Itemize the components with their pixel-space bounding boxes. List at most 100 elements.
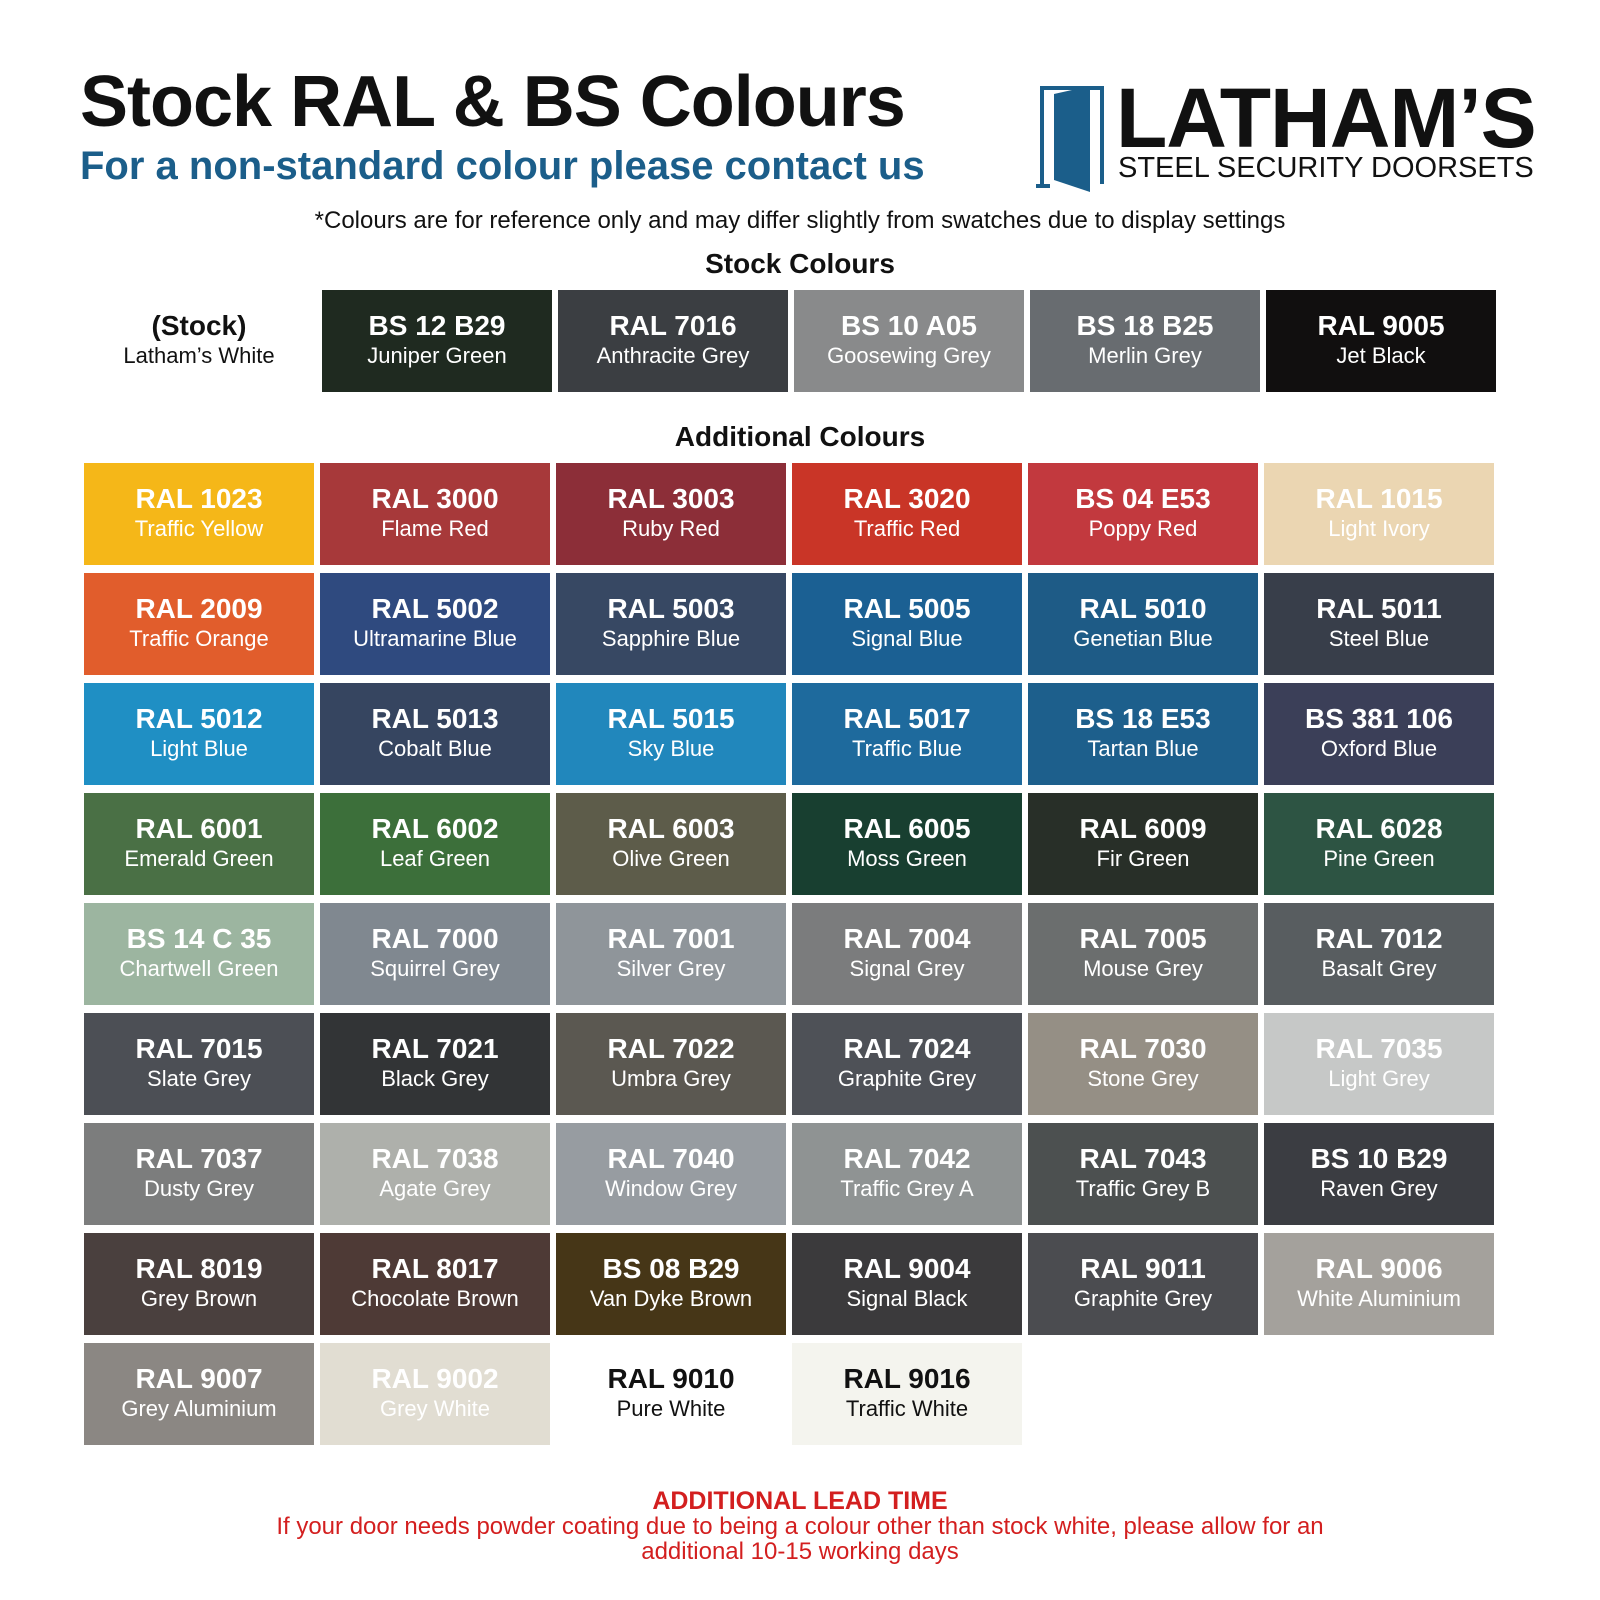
logo-tagline: STEEL SECURITY DOORSETS [1118, 152, 1534, 184]
colour-swatch: RAL 7043 Traffic Grey B [1028, 1123, 1258, 1225]
swatch-name: Raven Grey [1320, 1176, 1438, 1202]
colour-swatch: RAL 8017 Chocolate Brown [320, 1233, 550, 1335]
colour-swatch: RAL 6002 Leaf Green [320, 793, 550, 895]
swatch-code: RAL 7040 [607, 1143, 735, 1175]
swatch-code: RAL 6028 [1315, 813, 1443, 845]
swatch-name: Umbra Grey [611, 1066, 731, 1092]
swatch-code: RAL 9002 [371, 1363, 499, 1395]
swatch-name: Latham’s White [123, 343, 275, 369]
colour-swatch: RAL 5011 Steel Blue [1264, 573, 1494, 675]
swatch-code: RAL 3020 [843, 483, 971, 515]
swatch-code: RAL 8017 [371, 1253, 499, 1285]
logo-name: LATHAM’S [1116, 71, 1537, 165]
swatch-name: Steel Blue [1328, 626, 1430, 652]
swatch-code: RAL 7012 [1315, 923, 1443, 955]
colour-swatch: RAL 9002 Grey White [320, 1343, 550, 1445]
additional-colours-heading: Additional Colours [674, 421, 926, 452]
swatch-name: Fir Green [1096, 846, 1190, 872]
colour-swatch: RAL 1023 Traffic Yellow [84, 463, 314, 565]
swatch-name: Slate Grey [147, 1066, 251, 1092]
swatch-name: Dusty Grey [143, 1176, 255, 1202]
colour-swatch: RAL 6028 Pine Green [1264, 793, 1494, 895]
swatch-code: RAL 9005 [1317, 310, 1445, 342]
colour-swatch: RAL 7015 Slate Grey [84, 1013, 314, 1115]
swatch-code: RAL 7015 [135, 1033, 263, 1065]
swatch-name: Anthracite Grey [596, 343, 750, 369]
colour-swatch: RAL 5012 Light Blue [84, 683, 314, 785]
swatch-name: Pine Green [1323, 846, 1435, 872]
colour-swatch: RAL 5017 Traffic Blue [792, 683, 1022, 785]
swatch-code: BS 18 E53 [1075, 703, 1211, 735]
page-subtitle: For a non-standard colour please contact… [80, 144, 925, 188]
colour-swatch: RAL 5005 Signal Blue [792, 573, 1022, 675]
colour-swatch: RAL 9006 White Aluminium [1264, 1233, 1494, 1335]
colour-swatch: BS 04 E53 Poppy Red [1028, 463, 1258, 565]
swatch-name: Ultramarine Blue [353, 626, 517, 652]
swatch-name: Stone Grey [1087, 1066, 1199, 1092]
swatch-code: RAL 8019 [135, 1253, 263, 1285]
swatch-name: Genetian Blue [1073, 626, 1213, 652]
swatch-code: RAL 7004 [843, 923, 971, 955]
swatch-code: RAL 6003 [607, 813, 735, 845]
swatch-name: Sky Blue [627, 736, 715, 762]
swatch-code: RAL 7035 [1315, 1033, 1443, 1065]
swatch-code: RAL 9004 [843, 1253, 971, 1285]
swatch-code: RAL 7038 [371, 1143, 499, 1175]
colour-swatch: RAL 7001 Silver Grey [556, 903, 786, 1005]
swatch-name: Chartwell Green [119, 956, 279, 982]
colour-swatch: RAL 9004 Signal Black [792, 1233, 1022, 1335]
swatch-name: Leaf Green [379, 846, 491, 872]
swatch-name: Silver Grey [616, 956, 726, 982]
colour-swatch: RAL 1015 Light Ivory [1264, 463, 1494, 565]
swatch-code: RAL 7037 [135, 1143, 263, 1175]
swatch-code: RAL 7016 [609, 310, 737, 342]
colour-swatch: RAL 6009 Fir Green [1028, 793, 1258, 895]
swatch-code: RAL 5003 [607, 593, 735, 625]
colour-swatch: RAL 3000 Flame Red [320, 463, 550, 565]
swatch-name: Traffic Blue [851, 736, 963, 762]
colour-swatch: RAL 7012 Basalt Grey [1264, 903, 1494, 1005]
page-title: Stock RAL & BS Colours [80, 62, 906, 142]
swatch-name: Cobalt Blue [378, 736, 492, 762]
swatch-code: RAL 7042 [843, 1143, 971, 1175]
colour-swatch: RAL 7022 Umbra Grey [556, 1013, 786, 1115]
swatch-name: Van Dyke Brown [589, 1286, 753, 1312]
swatch-code: BS 12 B29 [368, 310, 506, 342]
swatch-name: Juniper Green [367, 343, 507, 369]
swatch-name: Light Blue [150, 736, 248, 762]
colour-swatch: RAL 5003 Sapphire Blue [556, 573, 786, 675]
swatch-name: Traffic White [845, 1396, 969, 1422]
swatch-code: BS 04 E53 [1075, 483, 1211, 515]
swatch-name: Basalt Grey [1321, 956, 1437, 982]
colour-swatch: RAL 7035 Light Grey [1264, 1013, 1494, 1115]
swatch-name: Grey White [379, 1396, 491, 1422]
swatch-name: Graphite Grey [837, 1066, 977, 1092]
swatch-name: Graphite Grey [1073, 1286, 1213, 1312]
colour-swatch: BS 12 B29 Juniper Green [322, 290, 552, 392]
swatch-name: Traffic Yellow [134, 516, 264, 542]
swatch-name: Sapphire Blue [601, 626, 741, 652]
swatch-name: Light Grey [1328, 1066, 1430, 1092]
colour-swatch: RAL 7016 Anthracite Grey [558, 290, 788, 392]
swatch-code: RAL 5012 [135, 703, 263, 735]
colour-swatch: RAL 9007 Grey Aluminium [84, 1343, 314, 1445]
swatch-code: RAL 6005 [843, 813, 971, 845]
swatch-code: RAL 1015 [1315, 483, 1443, 515]
swatch-code: RAL 5015 [607, 703, 735, 735]
swatch-name: Olive Green [612, 846, 730, 872]
swatch-code: BS 18 B25 [1076, 310, 1214, 342]
swatch-code: BS 381 106 [1305, 703, 1453, 735]
disclaimer: *Colours are for reference only and may … [314, 207, 1286, 234]
colour-swatch: RAL 6001 Emerald Green [84, 793, 314, 895]
swatch-code: BS 08 B29 [602, 1253, 740, 1285]
company-logo: LATHAM’S STEEL SECURITY DOORSETS [1036, 76, 1537, 192]
swatch-name: Mouse Grey [1083, 956, 1203, 982]
colour-swatch: RAL 5015 Sky Blue [556, 683, 786, 785]
swatch-code: RAL 7000 [371, 923, 499, 955]
swatch-code: RAL 6001 [135, 813, 263, 845]
swatch-code: RAL 5002 [371, 593, 499, 625]
colour-swatch: RAL 6003 Olive Green [556, 793, 786, 895]
swatch-code: RAL 7043 [1079, 1143, 1207, 1175]
swatch-code: RAL 9016 [843, 1363, 971, 1395]
colour-swatch: RAL 7037 Dusty Grey [84, 1123, 314, 1225]
